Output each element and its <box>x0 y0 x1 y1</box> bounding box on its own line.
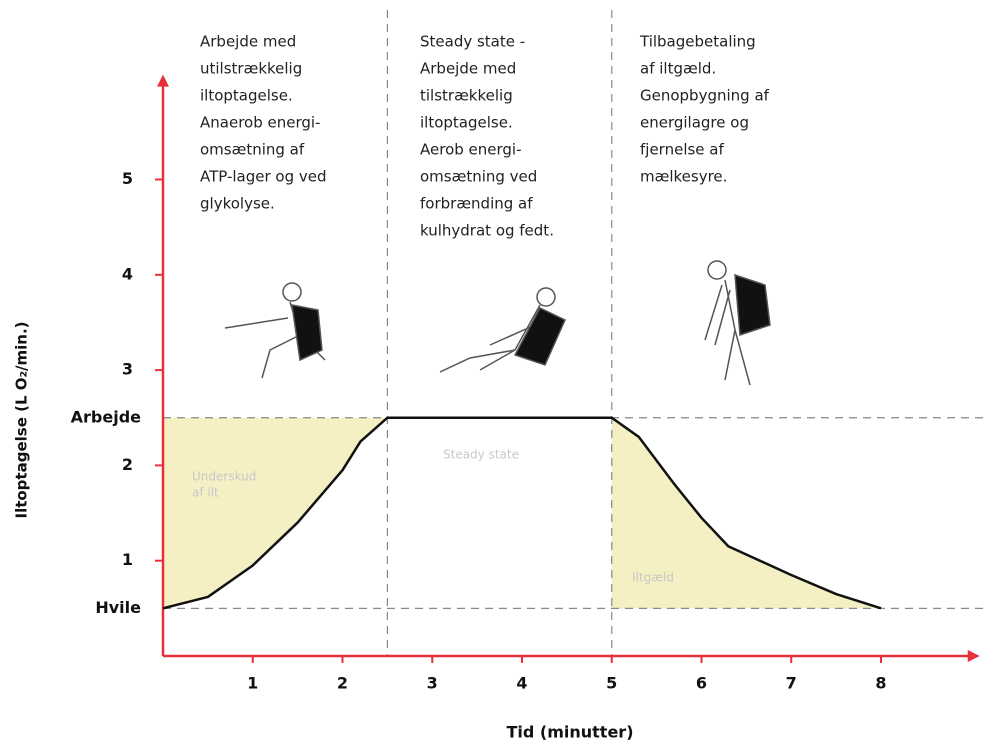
figure-3 <box>705 261 770 385</box>
y-tick-label: 4 <box>122 264 133 283</box>
y-tick-label: Hvile <box>95 598 141 617</box>
area-label: Underskud <box>192 470 256 484</box>
phase-text: fjernelse af <box>640 141 724 159</box>
phase-text: Arbejde med <box>420 60 516 78</box>
phase-text: Genopbygning af <box>640 87 770 105</box>
x-axis-label: Tid (minutter) <box>506 723 633 742</box>
phase-text: tilstrækkelig <box>420 87 513 105</box>
y-tick-label: Arbejde <box>71 407 142 426</box>
phase-text: Aerob energi- <box>420 141 522 159</box>
figure-1 <box>225 283 325 378</box>
y-tick-label: 2 <box>122 455 133 474</box>
x-tick-label: 6 <box>696 674 707 693</box>
phase-text: utilstrækkelig <box>200 60 302 78</box>
phase-text: Steady state - <box>420 33 525 51</box>
phase-text: forbrænding af <box>420 195 533 213</box>
y-axis-label: Iltoptagelse (L O₂/min.) <box>13 321 31 518</box>
phase-text: ATP-lager og ved <box>200 168 327 186</box>
y-tick-label: 3 <box>122 360 133 379</box>
x-tick-label: 5 <box>606 674 617 693</box>
deficit-area <box>163 418 387 609</box>
phase-text: omsætning ved <box>420 168 537 186</box>
phase-text: glykolyse. <box>200 195 275 213</box>
phase-text: mælkesyre. <box>640 168 727 186</box>
area-label: Iltgæld <box>632 571 674 585</box>
phase-text: Tilbagebetaling <box>639 33 756 51</box>
y-tick-label: 5 <box>122 169 133 188</box>
phase-text: omsætning af <box>200 141 305 159</box>
phase-text: energilagre og <box>640 114 749 132</box>
chart: Tid (minutter) Iltoptagelse (L O₂/min.) … <box>0 0 999 746</box>
x-tick-label: 2 <box>337 674 348 693</box>
x-tick-label: 4 <box>516 674 527 693</box>
x-tick-label: 7 <box>786 674 797 693</box>
phase-text: iltoptagelse. <box>200 87 293 105</box>
y-tick-label: 1 <box>122 550 133 569</box>
phase-text: Anaerob energi- <box>200 114 320 132</box>
phase-text: Arbejde med <box>200 33 296 51</box>
figure-2 <box>440 288 565 372</box>
phase-text: af iltgæld. <box>640 60 716 78</box>
x-axis-arrow <box>968 650 980 662</box>
x-tick-label: 8 <box>875 674 886 693</box>
area-label: af ilt <box>192 486 219 500</box>
x-tick-label: 3 <box>427 674 438 693</box>
phase-text: kulhydrat og fedt. <box>420 222 554 240</box>
y-axis-arrow <box>157 75 169 87</box>
x-tick-label: 1 <box>247 674 258 693</box>
phase-text: iltoptagelse. <box>420 114 513 132</box>
area-label: Steady state <box>443 448 519 462</box>
